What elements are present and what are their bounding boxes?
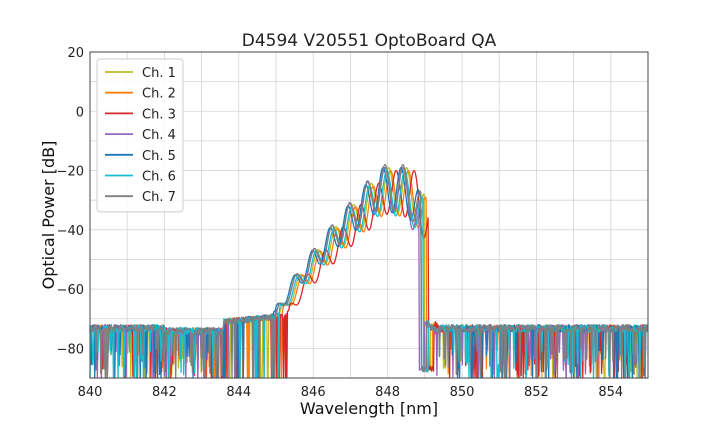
y-tick-labels: 20 0 −20 −40 −60 −80 <box>57 46 84 357</box>
series-line-7 <box>89 164 649 379</box>
legend: Ch. 1 Ch. 2 Ch. 3 Ch. 4 Ch. 5 Ch. 6 Ch. 7 <box>96 58 184 213</box>
y-tick-label: 0 <box>76 105 84 120</box>
y-axis-title: Optical Power [dB] <box>39 141 58 290</box>
legend-label: Ch. 5 <box>142 149 176 164</box>
x-tick-label: 846 <box>301 385 326 400</box>
x-tick-label: 850 <box>450 385 475 400</box>
legend-label: Ch. 6 <box>142 170 176 185</box>
y-tick-label: −80 <box>57 342 84 357</box>
legend-label: Ch. 1 <box>142 66 176 81</box>
legend-label: Ch. 3 <box>142 107 176 122</box>
y-tick-label: −20 <box>57 165 84 180</box>
y-tick-label: −40 <box>57 224 84 239</box>
chart-title: D4594 V20551 OptoBoard QA <box>242 31 497 51</box>
x-tick-label: 854 <box>598 385 623 400</box>
legend-label: Ch. 4 <box>142 128 176 143</box>
series-layer <box>89 164 649 379</box>
y-tick-label: 20 <box>67 46 84 61</box>
legend-label: Ch. 2 <box>142 87 176 102</box>
x-tick-label: 842 <box>152 385 177 400</box>
plot-frame <box>89 51 649 379</box>
x-axis-title: Wavelength [nm] <box>300 399 438 418</box>
series-line-6 <box>89 169 649 379</box>
x-tick-label: 848 <box>375 385 400 400</box>
x-tick-label: 844 <box>226 385 251 400</box>
x-tick-label: 852 <box>524 385 549 400</box>
legend-box <box>96 58 184 213</box>
legend-label: Ch. 7 <box>142 190 176 205</box>
y-tick-label: −60 <box>57 283 84 298</box>
x-tick-label: 840 <box>78 385 103 400</box>
x-tick-labels: 840 842 844 846 848 850 852 854 <box>78 385 624 400</box>
